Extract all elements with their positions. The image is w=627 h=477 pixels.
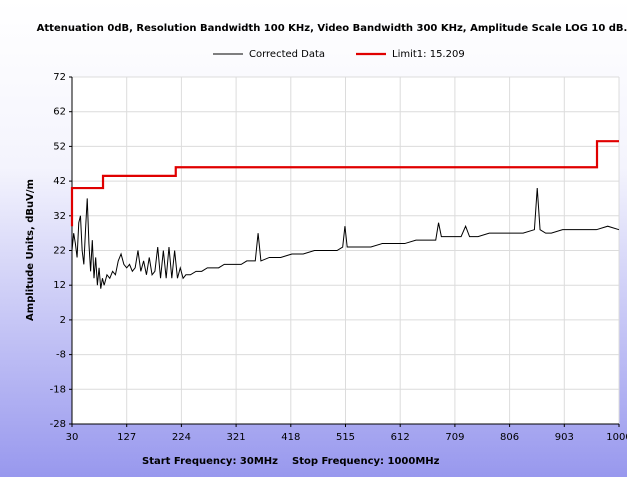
y-tick-label: 12 xyxy=(53,280,66,291)
x-tick-label: 1000 xyxy=(606,432,627,443)
x-tick-label: 418 xyxy=(281,432,300,443)
x-tick-label: 127 xyxy=(117,432,136,443)
y-tick-label: -18 xyxy=(50,384,66,395)
chart-title: Attenuation 0dB, Resolution Bandwidth 10… xyxy=(37,23,627,34)
legend-label: Corrected Data xyxy=(249,49,325,60)
y-tick-label: 42 xyxy=(53,176,66,187)
x-tick-label: 515 xyxy=(336,432,355,443)
y-tick-label: 62 xyxy=(53,107,66,118)
y-tick-label: 72 xyxy=(53,72,66,83)
y-tick-label: -28 xyxy=(50,419,66,430)
x-tick-label: 612 xyxy=(391,432,410,443)
series-line xyxy=(70,140,619,227)
y-tick-label: -8 xyxy=(56,350,66,361)
x-tick-label: 30 xyxy=(66,432,79,443)
x-tick-label: 709 xyxy=(445,432,464,443)
y-tick-label: 22 xyxy=(53,246,66,257)
y-axis-label: Amplitude Units, dBuV/m xyxy=(25,179,36,321)
x-tick-label: 224 xyxy=(172,432,191,443)
x-tick-label: 903 xyxy=(555,432,574,443)
x-axis-label-stop: Stop Frequency: 1000MHz xyxy=(292,456,440,467)
y-tick-label: 52 xyxy=(53,141,66,152)
x-tick-label: 321 xyxy=(227,432,246,443)
x-axis-label-start: Start Frequency: 30MHz xyxy=(142,456,278,467)
x-tick-label: 806 xyxy=(500,432,519,443)
legend-label: Limit1: 15.209 xyxy=(392,49,465,60)
y-tick-label: 2 xyxy=(60,315,66,326)
series-line xyxy=(71,188,620,289)
y-tick-label: 32 xyxy=(53,211,66,222)
